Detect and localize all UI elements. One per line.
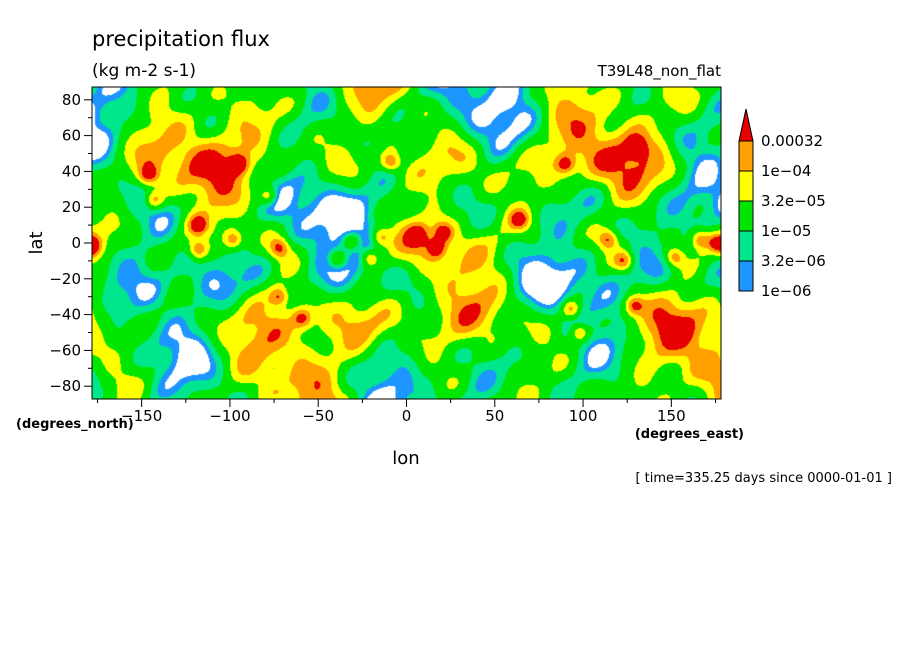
colorbar-segment xyxy=(738,230,754,262)
chart-title: precipitation flux xyxy=(92,27,270,51)
chart-units: (kg m-2 s-1) xyxy=(92,61,196,81)
colorbar-segment xyxy=(738,140,754,172)
y-tick-label: −60 xyxy=(49,341,81,359)
y-tick-label: 80 xyxy=(62,91,81,109)
y-axis-units: (degrees_north) xyxy=(16,417,134,432)
colorbar-level-label: 1e−04 xyxy=(761,162,811,180)
field-raster xyxy=(92,87,721,399)
colorbar: 1e−06 3.2e−06 1e−05 3.2e−05 1e−04 0.00032 xyxy=(738,108,826,300)
x-tick-label: −50 xyxy=(302,407,334,425)
colorbar-level-label: 1e−06 xyxy=(761,282,811,300)
y-tick-label: −80 xyxy=(49,377,81,395)
y-axis-label: lat xyxy=(26,231,47,254)
y-tick-label: 0 xyxy=(71,234,81,252)
y-tick-label: 40 xyxy=(62,162,81,180)
colorbar-max-arrow xyxy=(738,108,754,142)
colorbar-level-label: 1e−05 xyxy=(761,222,811,240)
x-tick-label: −150 xyxy=(121,407,162,425)
colorbar-level-label: 0.00032 xyxy=(761,132,823,150)
x-tick-label: 100 xyxy=(569,407,598,425)
x-tick-label: 0 xyxy=(402,407,412,425)
colorbar-segment xyxy=(738,170,754,202)
colorbar-level-label: 3.2e−06 xyxy=(761,252,826,270)
colorbar-segment xyxy=(738,260,754,292)
x-axis-units: (degrees_east) xyxy=(635,427,744,442)
x-axis-label: lon xyxy=(392,448,419,469)
colorbar-segment xyxy=(738,200,754,232)
precipitation-field xyxy=(92,87,721,399)
y-tick-label: −20 xyxy=(49,270,81,288)
y-axis: 80 60 40 20 0 −20 −40 −60 −80 xyxy=(49,91,92,395)
y-tick-label: 20 xyxy=(62,198,81,216)
dataset-label: T39L48_non_flat xyxy=(597,62,722,81)
y-tick-label: −40 xyxy=(49,306,81,324)
colorbar-level-label: 3.2e−05 xyxy=(761,192,826,210)
x-tick-label: 50 xyxy=(485,407,504,425)
x-tick-label: −100 xyxy=(209,407,250,425)
x-axis: −150 −100 −50 0 50 100 150 xyxy=(97,399,716,425)
x-tick-label: 150 xyxy=(657,407,686,425)
time-label: [ time=335.25 days since 0000-01-01 ] xyxy=(635,471,892,486)
y-tick-label: 60 xyxy=(62,127,81,145)
